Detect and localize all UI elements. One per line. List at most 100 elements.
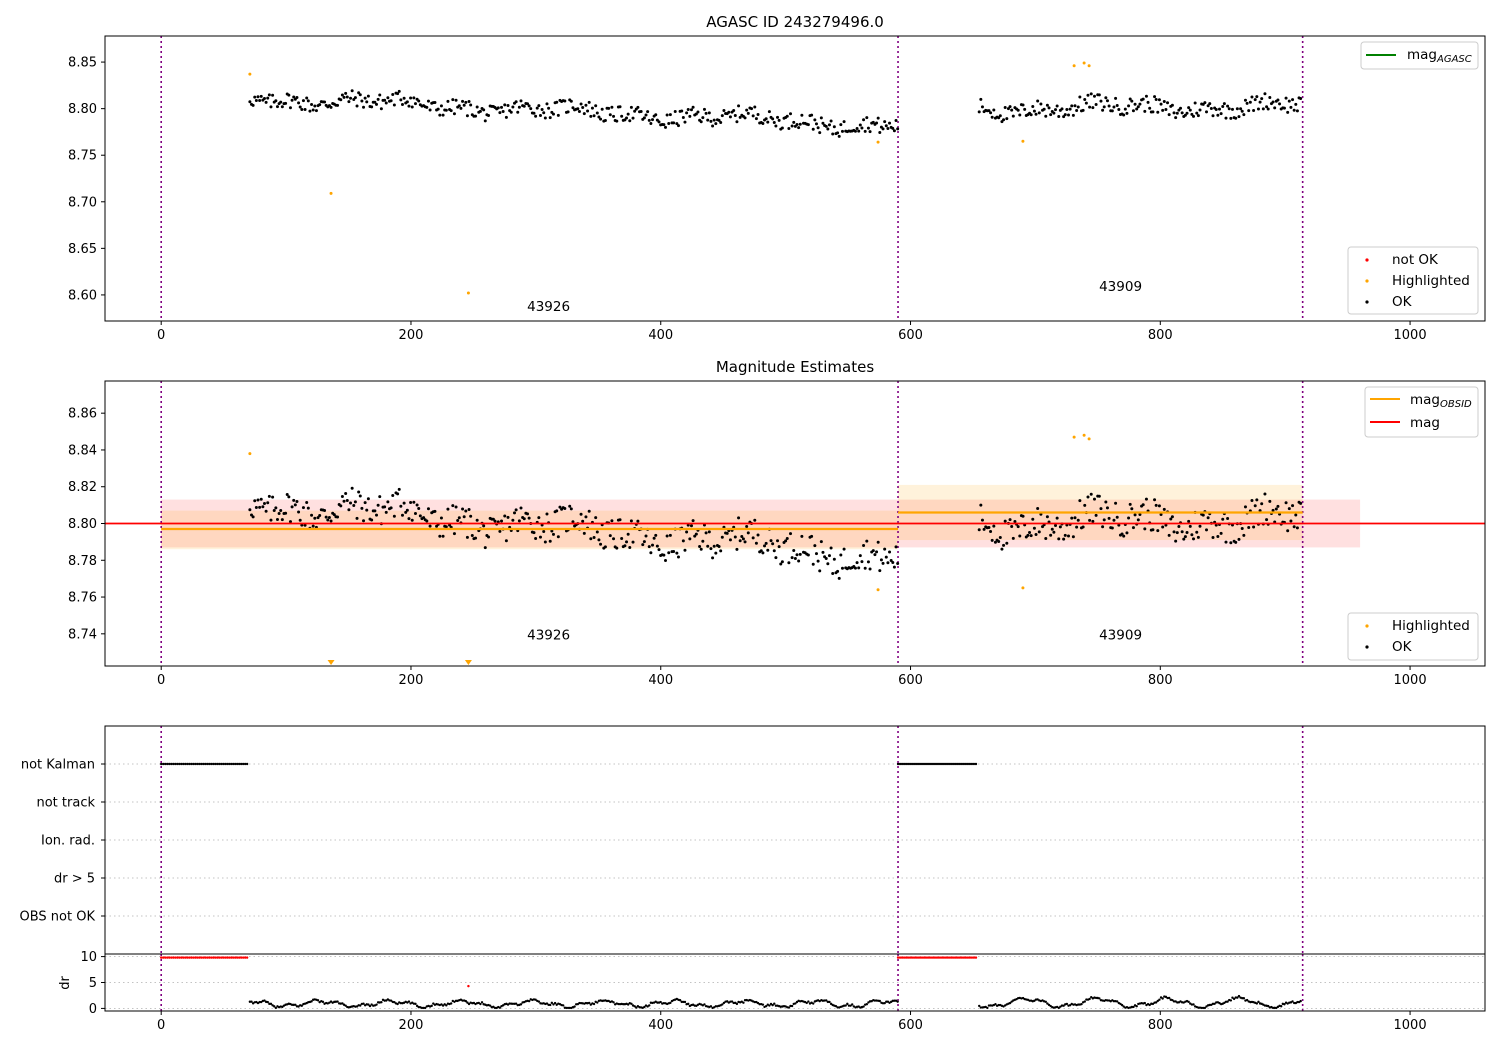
magnitude-point-ok (461, 507, 465, 511)
magnitude-point-ok (475, 518, 479, 522)
magnitude-point-ok (1070, 516, 1074, 520)
agasc-point-ok (811, 127, 815, 131)
dr-point-dr (316, 999, 320, 1002)
agasc-point-ok (1205, 110, 1209, 114)
dr-xtick-label: 800 (1148, 1018, 1173, 1033)
dr-point-dr (359, 1004, 362, 1007)
dr-point-dr (1065, 1002, 1069, 1006)
magnitude-point-ok (1185, 531, 1189, 535)
agasc-point-ok (863, 129, 867, 133)
agasc-point-ok (582, 112, 586, 116)
flag-point (960, 762, 964, 766)
dr-point-dr-capped (193, 956, 197, 959)
agasc-point-ok (1248, 100, 1252, 104)
agasc-point-ok (1114, 96, 1118, 100)
magnitude-point-ok (1182, 537, 1186, 541)
agasc-point-ok (750, 107, 754, 111)
dr-point-dr-capped (223, 956, 227, 959)
magnitude-point-ok (709, 547, 713, 551)
magnitude-point-ok (517, 519, 521, 523)
agasc-point-ok (340, 93, 344, 97)
magnitude-point-ok (465, 535, 469, 539)
magnitude-point-ok (1242, 533, 1246, 537)
agasc-point-ok (496, 106, 500, 110)
dr-point-dr (828, 1000, 831, 1004)
agasc-point-ok (774, 124, 778, 128)
agasc-point-ok (1161, 108, 1165, 112)
magnitude-point-ok (866, 560, 870, 564)
dr-point-dr (263, 999, 266, 1002)
magnitude-point-ok (462, 515, 466, 519)
agasc-point-ok (998, 114, 1002, 118)
agasc-xtick-label: 800 (1148, 328, 1173, 343)
highlighted-legend-marker (1365, 279, 1369, 283)
dr-point-dr-capped (169, 956, 173, 959)
agasc-point-ok (1263, 92, 1267, 96)
flag-point (231, 762, 235, 766)
agasc-point-ok (626, 112, 630, 116)
magnitude-point-ok (1188, 524, 1192, 528)
agasc-point-ok (1188, 108, 1192, 112)
agasc-point-ok (680, 109, 684, 113)
magnitude-point-ok (1005, 541, 1009, 545)
magnitude-point-ok (629, 519, 633, 523)
magnitude-point-ok (1104, 500, 1108, 504)
magnitude-point-ok (886, 561, 890, 565)
agasc-point-ok (633, 109, 637, 113)
magnitude-point-ok (868, 567, 872, 571)
agasc-point-ok (706, 118, 710, 122)
dr-point-dr (269, 1002, 273, 1006)
agasc-point-ok (686, 107, 690, 111)
agasc-point-ok (1175, 111, 1179, 115)
flag-point (197, 762, 201, 766)
agasc-point-ok (883, 120, 887, 124)
dr-point-dr (834, 1004, 838, 1008)
magnitude-point-ok (457, 516, 461, 520)
agasc-point-ok (612, 114, 616, 118)
magnitude-point-ok (989, 529, 993, 533)
agasc-point-ok (767, 110, 771, 114)
mag-legend-label: mag (1410, 415, 1440, 431)
agasc-point-ok (662, 123, 666, 127)
agasc-point-ok (738, 115, 742, 119)
magnitude-point-ok (892, 565, 896, 569)
magnitude-point-ok (376, 503, 380, 507)
magnitude-point-ok (1088, 518, 1092, 522)
magnitude-point-ok (811, 562, 815, 566)
dr-point-dr (527, 999, 531, 1003)
dr-point-dr-capped (199, 956, 203, 959)
flag-point (940, 762, 944, 766)
magnitude-point-ok (441, 534, 445, 538)
agasc-point-ok (482, 108, 486, 112)
agasc-point-ok (503, 103, 507, 107)
magnitude-point-ok (500, 519, 504, 523)
dr-point-dr (1192, 1003, 1195, 1006)
agasc-point-ok (654, 113, 658, 117)
agasc-point-ok (1130, 99, 1134, 103)
dr-point-dr (1257, 1000, 1260, 1004)
agasc-point-ok (504, 115, 508, 119)
magnitude-point-ok (467, 508, 471, 512)
agasc-point-ok (384, 101, 388, 105)
agasc-point-ok (1245, 101, 1249, 105)
dr-point-dr-capped (900, 956, 904, 959)
magnitude-point-ok (837, 576, 841, 580)
agasc-point-ok (707, 111, 711, 115)
magnitude-point-ok (1127, 516, 1131, 520)
magnitude-point-ok (262, 501, 266, 505)
agasc-point-ok (545, 102, 549, 106)
agasc-point-ok (1162, 99, 1166, 103)
agasc-point-ok (1029, 113, 1033, 117)
flag-point (159, 762, 163, 766)
magnitude-point-ok (836, 569, 840, 573)
magnitude-point-ok (555, 509, 559, 513)
magnitude-point-ok (428, 524, 432, 528)
magnitude-point-ok (1032, 526, 1036, 530)
magnitude-point-ok (264, 509, 268, 513)
agasc-point-ok (1133, 102, 1137, 106)
magnitude-point-ok (631, 540, 635, 544)
flag-point (211, 762, 215, 766)
agasc-point-ok (454, 98, 458, 102)
magnitude-point-ok (418, 514, 422, 518)
